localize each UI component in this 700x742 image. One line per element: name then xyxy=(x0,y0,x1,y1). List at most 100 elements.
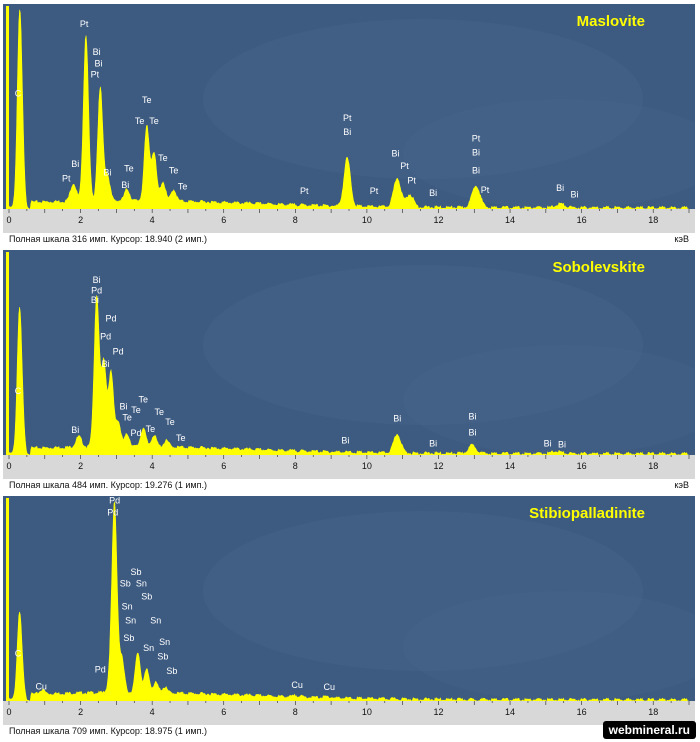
peak-label: Bi xyxy=(94,58,102,68)
x-tick-label: 4 xyxy=(150,707,155,717)
unit-label: кэВ xyxy=(674,480,689,490)
peak-label: Pt xyxy=(407,175,416,185)
peak-label: Te xyxy=(122,413,132,423)
peak-label: Pd xyxy=(113,346,124,356)
peak-label: Pd xyxy=(91,286,102,296)
x-tick-label: 8 xyxy=(293,461,298,471)
peak-label: Sb xyxy=(141,591,152,601)
mineral-title: Sobolevskite xyxy=(552,259,645,276)
peak-label: Bi xyxy=(120,402,128,412)
x-tick-label: 4 xyxy=(150,461,155,471)
peak-label: Sb xyxy=(123,633,134,643)
peak-label: Pd xyxy=(107,507,118,517)
peak-label: Bi xyxy=(392,148,400,158)
peak-label: Sn xyxy=(122,601,133,611)
peak-label: Bi xyxy=(556,183,564,193)
peak-label: Te xyxy=(124,164,134,174)
peak-label: Pt xyxy=(62,173,71,183)
x-tick-label: 2 xyxy=(78,707,83,717)
peak-label: Te xyxy=(169,166,179,176)
peak-label: Te xyxy=(135,116,145,126)
peak-label: Te xyxy=(178,182,188,192)
peak-label: Te xyxy=(165,417,175,427)
peak-label: Sn xyxy=(143,643,154,653)
background-swirl xyxy=(403,345,695,455)
peak-label: Cu xyxy=(291,680,303,690)
peak-label: Bi xyxy=(343,127,351,137)
status-line: Полная шкала 709 имп. Курсор: 18.975 (1 … xyxy=(9,726,207,736)
peak-label: Bi xyxy=(121,180,129,190)
peak-label: Pt xyxy=(481,185,490,195)
peak-label: Te xyxy=(131,405,141,415)
peak-label: Bi xyxy=(472,166,480,176)
background-swirl xyxy=(203,511,643,671)
peak-label: Bi xyxy=(472,148,480,158)
x-tick-label: 18 xyxy=(648,461,658,471)
x-tick-label: 18 xyxy=(648,215,658,225)
x-tick-label: 10 xyxy=(362,461,372,471)
peak-label: Pt xyxy=(343,113,352,123)
background-swirl xyxy=(403,99,695,209)
x-tick-label: 0 xyxy=(6,215,11,225)
unit-label: кэВ xyxy=(674,234,689,244)
peak-label: Sb xyxy=(166,666,177,676)
x-tick-label: 14 xyxy=(505,707,515,717)
x-tick-label: 12 xyxy=(433,707,443,717)
peak-label: Te xyxy=(146,424,156,434)
peak-label: Bi xyxy=(103,168,111,178)
peak-label: Pt xyxy=(472,134,481,144)
status-line: Полная шкала 484 имп. Курсор: 19.276 (1 … xyxy=(9,480,207,490)
peak-label: C xyxy=(15,386,22,396)
peak-label: Pt xyxy=(91,69,100,79)
peak-label: Cu xyxy=(324,682,336,692)
x-tick-label: 16 xyxy=(577,461,587,471)
spectrum-area xyxy=(8,295,689,456)
peak-label: C xyxy=(15,649,22,659)
x-tick-label: 12 xyxy=(433,461,443,471)
x-tick-label: 8 xyxy=(293,707,298,717)
peak-label: Pt xyxy=(300,186,309,196)
y-axis-bar xyxy=(6,6,9,209)
mineral-title: Maslovite xyxy=(577,13,645,30)
x-tick-label: 16 xyxy=(577,215,587,225)
peak-label: Te xyxy=(149,116,159,126)
spectrum-chart: 0 2 4 6 8 10 12 14 16 18CBiPdBiPdPdPdBiBiTeTeBiTe… xyxy=(3,250,695,479)
x-tick-label: 14 xyxy=(505,461,515,471)
peak-label: Bi xyxy=(71,159,79,169)
peak-label: Sn xyxy=(150,616,161,626)
peak-label: Te xyxy=(158,153,168,163)
x-tick-label: 18 xyxy=(648,707,658,717)
spectrum-panel-stibiopalladinite: 0 2 4 6 8 10 12 14 16 18 C Cu Pd Pd Sb Sn Sb Sb Sn Sn Sn Sn Sb… xyxy=(3,496,695,736)
peak-label: Cu xyxy=(35,682,47,692)
spectrum-panel-sobolevskite: 0 2 4 6 8 10 12 14 16 18 C Bi Pd Bi Pd Pd Pd Bi Bi Te Te Bi Te… xyxy=(3,250,695,490)
peak-label: Bi xyxy=(71,425,79,435)
peak-label: Pt xyxy=(400,161,409,171)
x-tick-label: 14 xyxy=(505,215,515,225)
x-tick-label: 2 xyxy=(78,215,83,225)
peak-label: Te xyxy=(142,95,152,105)
status-line: Полная шкала 316 имп. Курсор: 18.940 (2 … xyxy=(9,234,207,244)
peak-label: Sn xyxy=(136,578,147,588)
peak-label: Pt xyxy=(80,19,89,29)
peak-label: Te xyxy=(176,433,186,443)
spectrum-area xyxy=(8,501,689,702)
peak-label: Bi xyxy=(468,427,476,437)
x-tick-label: 6 xyxy=(221,707,226,717)
peak-label: Bi xyxy=(91,295,99,305)
peak-label: Pd xyxy=(95,664,106,674)
peak-label: Bi xyxy=(558,439,566,449)
x-tick-label: 16 xyxy=(577,707,587,717)
peak-label: Te xyxy=(155,407,165,417)
peak-label: Bi xyxy=(102,359,110,369)
peak-label: Te xyxy=(138,395,148,405)
x-tick-label: 6 xyxy=(221,461,226,471)
x-tick-label: 2 xyxy=(78,461,83,471)
x-axis-strip xyxy=(3,455,695,479)
x-tick-label: 6 xyxy=(221,215,226,225)
watermark: webmineral.ru xyxy=(602,721,696,739)
peak-label: Bi xyxy=(93,47,101,57)
peak-label: Pd xyxy=(105,314,116,324)
x-tick-label: 4 xyxy=(150,215,155,225)
peak-label: Bi xyxy=(544,439,552,449)
